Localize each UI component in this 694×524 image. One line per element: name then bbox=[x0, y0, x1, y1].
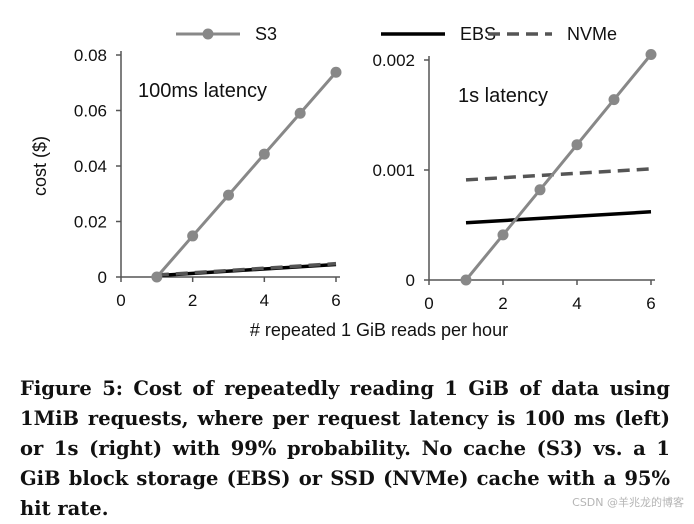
legend: S3 EBS NVMe bbox=[176, 24, 617, 44]
series-line-nvme bbox=[156, 261, 337, 277]
x-tick-label: 2 bbox=[188, 291, 197, 310]
data-point-s3 bbox=[645, 49, 657, 60]
chart-right-1s: 0 0.001 0.002 0 2 4 6 1s latency bbox=[372, 49, 657, 313]
series-line-nvme bbox=[465, 167, 652, 182]
figure-caption: Figure 5: Cost of repeatedly reading 1 G… bbox=[20, 377, 670, 520]
watermark: CSDN @羊兆龙的博客 bbox=[572, 496, 684, 509]
x-tick-label: 0 bbox=[424, 294, 433, 313]
latency-annotation: 1s latency bbox=[458, 85, 548, 107]
legend-marker-s3 bbox=[202, 28, 214, 40]
data-point-s3 bbox=[330, 66, 342, 78]
x-axis-label: # repeated 1 GiB reads per hour bbox=[250, 320, 508, 340]
y-axis-label: cost ($) bbox=[30, 136, 50, 196]
x-tick-label: 6 bbox=[646, 294, 655, 313]
data-point-s3 bbox=[187, 230, 199, 242]
data-point-s3 bbox=[571, 139, 583, 151]
legend-label-s3: S3 bbox=[255, 24, 277, 44]
data-point-s3 bbox=[608, 94, 620, 106]
y-tick-label: 0 bbox=[98, 268, 107, 287]
chart-left-100ms: 0 0.02 0.04 0.06 0.08 0 2 4 6 cost ($) 100ms laten… bbox=[30, 46, 342, 310]
latency-annotation: 100ms latency bbox=[138, 80, 267, 102]
data-point-s3 bbox=[294, 107, 306, 119]
y-tick-label: 0.001 bbox=[372, 161, 415, 180]
series-line-s3 bbox=[155, 71, 338, 278]
series-line-s3 bbox=[464, 53, 653, 281]
x-tick-label: 0 bbox=[116, 291, 125, 310]
y-tick-label: 0.04 bbox=[74, 157, 107, 176]
y-tick-label: 0.06 bbox=[74, 102, 107, 121]
legend-label-ebs: EBS bbox=[460, 24, 496, 44]
x-tick-label: 4 bbox=[260, 291, 269, 310]
x-tick-label: 4 bbox=[572, 294, 581, 313]
x-tick-label: 6 bbox=[331, 291, 340, 310]
x-tick-label: 2 bbox=[498, 294, 507, 313]
data-point-s3 bbox=[258, 148, 270, 160]
y-tick-label: 0.08 bbox=[74, 46, 107, 65]
data-point-s3 bbox=[460, 274, 472, 286]
data-point-s3 bbox=[151, 271, 163, 283]
legend-label-nvme: NVMe bbox=[567, 24, 617, 44]
y-tick-label: 0 bbox=[406, 271, 415, 290]
y-tick-label: 0.02 bbox=[74, 213, 107, 232]
data-point-s3 bbox=[534, 184, 546, 196]
data-point-s3 bbox=[223, 189, 234, 201]
data-point-s3 bbox=[497, 229, 509, 241]
y-tick-label: 0.002 bbox=[372, 51, 415, 70]
series-line-ebs bbox=[465, 210, 652, 225]
